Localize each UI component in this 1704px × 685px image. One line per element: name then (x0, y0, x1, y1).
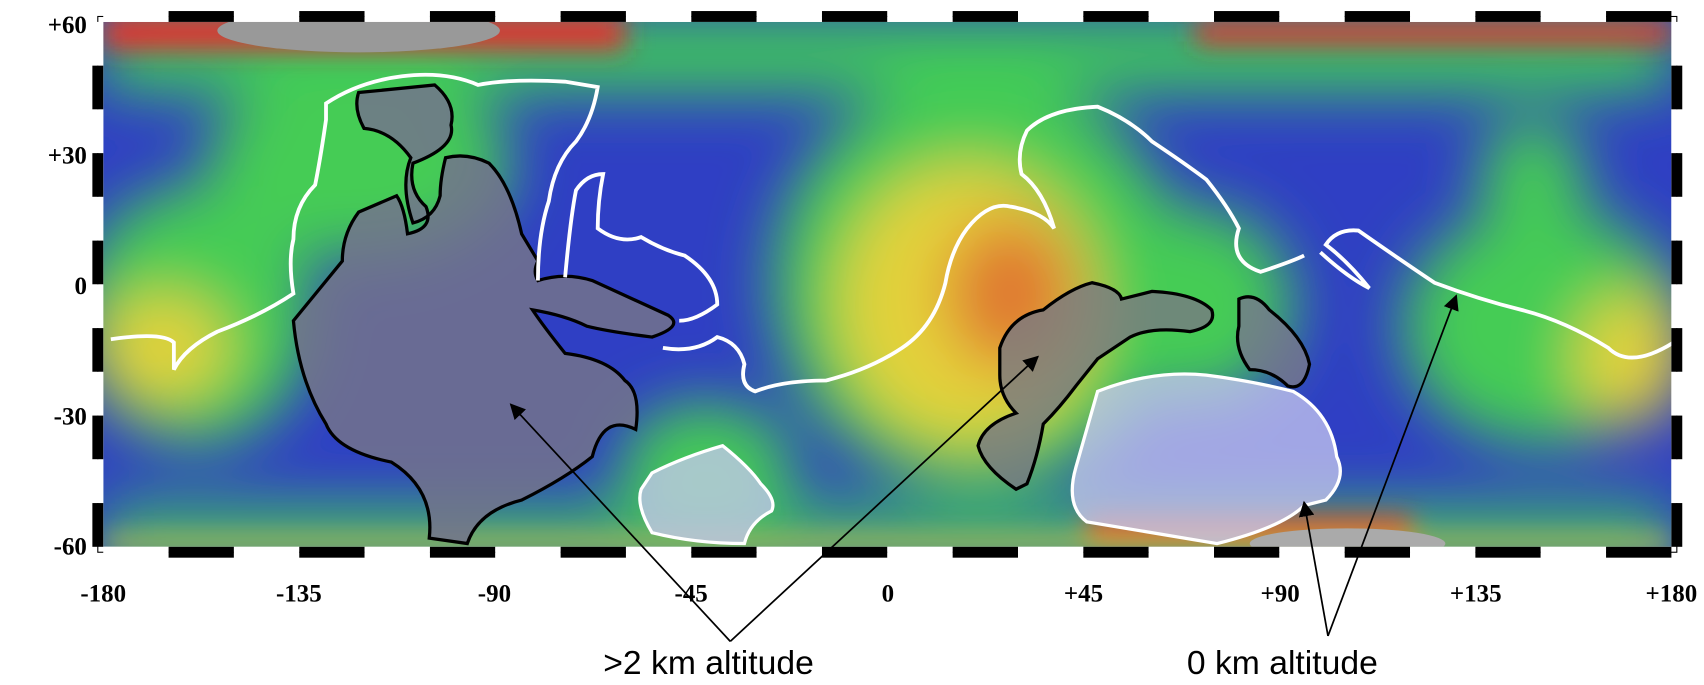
frame-segment (1671, 328, 1682, 372)
frame-segment (822, 11, 887, 22)
frame-segment (626, 11, 691, 22)
frame-segment (1214, 11, 1279, 22)
frame-segment (92, 66, 103, 110)
x-tick-label: -135 (276, 580, 322, 607)
frame-segment (626, 547, 691, 558)
frame-segment (92, 284, 103, 328)
frame-segment (365, 11, 430, 22)
frame-segment (1018, 11, 1083, 22)
frame-segment (169, 547, 234, 558)
frame-segment (1345, 11, 1410, 22)
y-tick-label: -60 (54, 534, 87, 561)
frame-segment (430, 547, 495, 558)
frame-segment (1541, 547, 1606, 558)
y-axis: +60 +30 0 -30 -60 (48, 12, 87, 561)
frame-segment (1214, 547, 1279, 558)
frame-segment (234, 547, 299, 558)
frame-segment (1018, 547, 1083, 558)
frame-segment (365, 547, 430, 558)
frame-segment (1083, 11, 1148, 22)
frame-segment (1671, 416, 1682, 460)
frame-segment (92, 459, 103, 503)
y-tick-label: +30 (48, 142, 87, 169)
frame-segment (495, 11, 560, 22)
frame-segment (1671, 153, 1682, 197)
frame-segment (1671, 66, 1682, 110)
frame-segment (1410, 11, 1475, 22)
x-axis: -180 -135 -90 -45 0 +45 +90 +135 +180 (80, 580, 1697, 607)
x-tick-label: -90 (478, 580, 511, 607)
x-tick-label: -180 (80, 580, 126, 607)
frame-segment (1671, 22, 1682, 66)
map-figure: +60 +30 0 -30 -60 -180 -135 -90 -45 0 +4… (0, 0, 1704, 685)
y-tick-label: -30 (54, 403, 87, 430)
frame-segment (887, 547, 952, 558)
frame-segment (1345, 547, 1410, 558)
frame-segment (92, 328, 103, 372)
frame-segment (953, 547, 1018, 558)
x-tick-label: +180 (1646, 580, 1698, 607)
topography (76, 9, 1684, 559)
frame-segment (561, 11, 626, 22)
annotation: >2 km altitude (603, 645, 814, 682)
frame-segment (495, 547, 560, 558)
frame-segment (757, 11, 822, 22)
frame-segment (1475, 547, 1540, 558)
frame-segment (92, 372, 103, 416)
frame-segment (1671, 197, 1682, 241)
frame-segment (1606, 547, 1671, 558)
frame-segment (92, 153, 103, 197)
frame-segment (691, 11, 756, 22)
frame-segment (92, 197, 103, 241)
x-tick-label: -45 (675, 580, 708, 607)
frame-segment (757, 547, 822, 558)
frame-segment (1671, 284, 1682, 328)
annotation: 0 km altitude (1187, 645, 1378, 682)
frame-segment (103, 547, 168, 558)
frame-segment (1671, 241, 1682, 285)
frame-segment (561, 547, 626, 558)
frame-segment (103, 11, 168, 22)
y-tick-label: 0 (74, 273, 87, 300)
frame-segment (1475, 11, 1540, 22)
frame-segment (1671, 503, 1682, 547)
frame-segment (1279, 11, 1344, 22)
frame-segment (1410, 547, 1475, 558)
x-tick-label: +45 (1064, 580, 1103, 607)
frame-segment (299, 11, 364, 22)
x-tick-label: 0 (882, 580, 895, 607)
frame-segment (92, 241, 103, 285)
frame-segment (1541, 11, 1606, 22)
y-tick-label: +60 (48, 12, 87, 39)
frame-segment (169, 11, 234, 22)
frame-segment (1671, 372, 1682, 416)
frame-segment (953, 11, 1018, 22)
frame-segment (299, 547, 364, 558)
frame-segment (1149, 547, 1214, 558)
frame-segment (691, 547, 756, 558)
frame-segment (92, 416, 103, 460)
x-tick-label: +135 (1450, 580, 1502, 607)
frame-segment (92, 503, 103, 547)
frame-segment (1149, 11, 1214, 22)
frame-segment (1671, 459, 1682, 503)
frame-segment (92, 22, 103, 66)
frame-segment (92, 109, 103, 153)
x-tick-label: +90 (1261, 580, 1300, 607)
frame-segment (1671, 109, 1682, 153)
frame-segment (234, 11, 299, 22)
frame-segment (1083, 547, 1148, 558)
frame-segment (430, 11, 495, 22)
frame-segment (1606, 11, 1671, 22)
frame-segment (887, 11, 952, 22)
